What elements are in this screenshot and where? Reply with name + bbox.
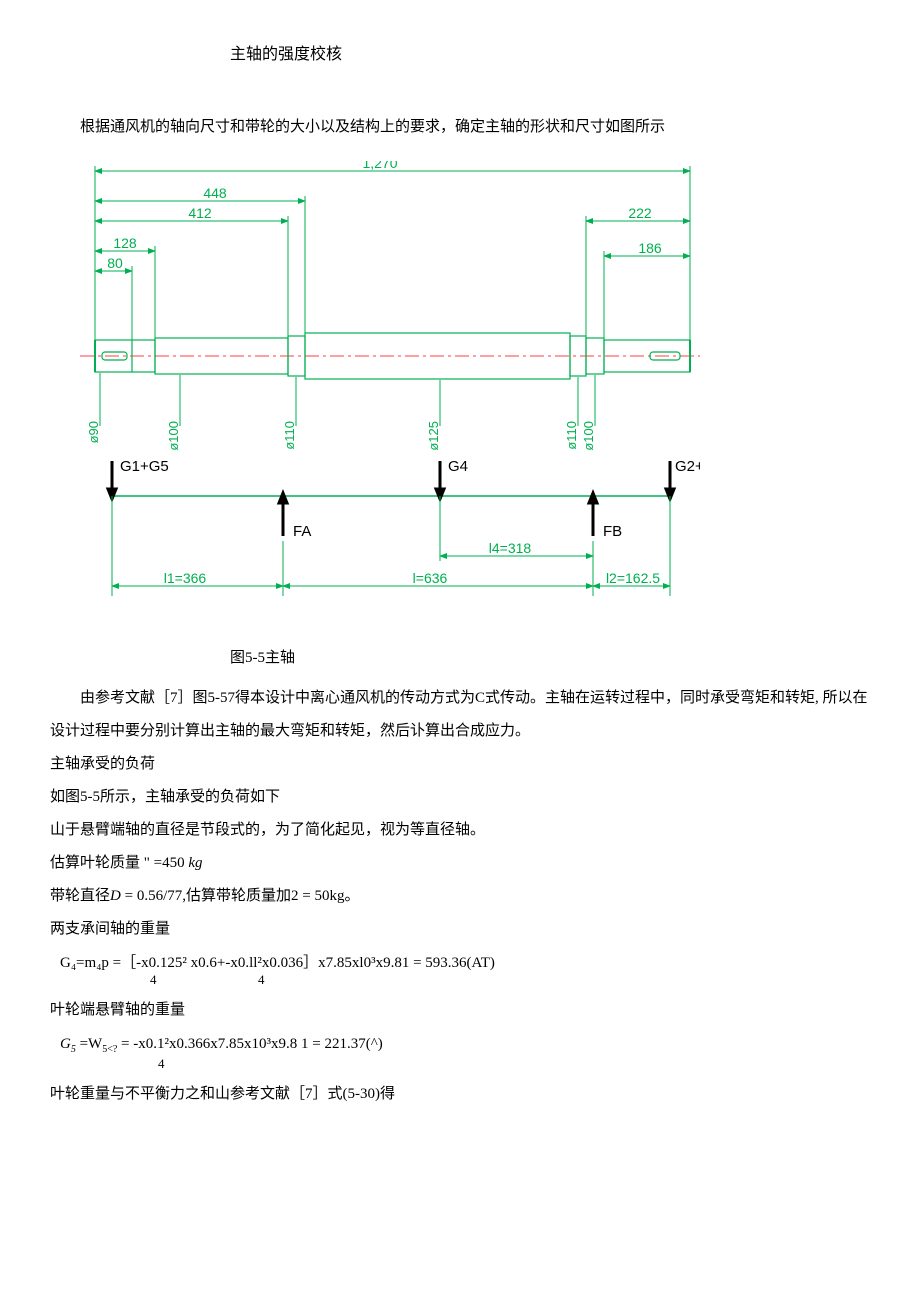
dim-d90: ø90 (86, 421, 101, 443)
dim-l4: l4=318 (489, 540, 532, 556)
shaft-svg: 1,270 448 412 128 80 222 186 (50, 161, 700, 621)
f2d: 5<? (102, 1044, 117, 1055)
body-p5-kg: kg (188, 855, 202, 871)
body-p3: 如图5-5所示，主轴承受的负荷如下 (50, 781, 870, 814)
dim-l: l=636 (413, 570, 448, 586)
body-p4: 山于悬臂端轴的直径是节段式的，为了简化起见，视为等直径轴。 (50, 814, 870, 847)
body-p5: 估算叶轮质量 " =450 kg (50, 847, 870, 880)
dim-1270: 1,270 (362, 161, 397, 171)
body-p2: 主轴承受的负荷 (50, 748, 870, 781)
dim-d110: ø110 (282, 421, 297, 450)
dim-d110b: ø110 (564, 421, 579, 450)
dim-l2: l2=162.5 (606, 570, 660, 586)
force-g1g5: G1+G5 (120, 458, 169, 475)
formula-g5-denom: 4 (158, 1056, 870, 1072)
body-p9: 叶轮重量与不平衡力之和山参考文献［7］式(5-30)得 (50, 1078, 870, 1111)
frac1b: 4 (258, 972, 265, 987)
f2a: G (60, 1036, 71, 1052)
f2c: =W (76, 1036, 102, 1052)
figure-caption: 图5-5主轴 (230, 646, 870, 667)
dim-d100b: ø100 (581, 421, 596, 451)
body-p8: 叶轮端悬臂轴的重量 (50, 994, 870, 1027)
body-p6-D: D (110, 888, 121, 904)
dim-186: 186 (638, 240, 662, 256)
dim-d125: ø125 (426, 421, 441, 451)
body-p6: 带轮直径D = 0.56/77,估算带轮质量加2 = 50kg。 (50, 880, 870, 913)
body-p1: 由参考文献［7］图5-57得本设计中离心通风机的传动方式为C式传动。主轴在运转过… (50, 682, 870, 748)
dim-448: 448 (203, 185, 227, 201)
dim-412: 412 (188, 205, 212, 221)
dim-l1: l1=366 (164, 570, 207, 586)
dim-d100: ø100 (166, 421, 181, 451)
formula-g4: G₄=m₄p =［-x0.125² x0.6+-x0.ll²x0.036］x7.… (60, 954, 870, 972)
frac1a: 4 (150, 972, 157, 987)
shaft-diagram: 1,270 448 412 128 80 222 186 (50, 161, 700, 626)
dim-222: 222 (628, 205, 652, 221)
f2e: = -x0.1²x0.366x7.85x10³x9.8 1 = 221.37(^… (117, 1036, 382, 1052)
formula-g5: G5 =W5<? = -x0.1²x0.366x7.85x10³x9.8 1 =… (60, 1035, 870, 1056)
force-g2g6: G2+G6 (675, 458, 700, 475)
body-p6a: 带轮直径 (50, 888, 110, 904)
formula-g4-denoms: 4 4 (150, 972, 870, 988)
body-p5a: 估算叶轮质量 " =450 (50, 855, 188, 871)
body-p7: 两支承间轴的重量 (50, 913, 870, 946)
page-title: 主轴的强度校核 (230, 40, 870, 64)
dim-128: 128 (113, 235, 137, 251)
dim-80: 80 (107, 255, 123, 271)
body-p6c: = 0.56/77,估算带轮质量加2 = 50kg。 (121, 888, 360, 904)
force-g4: G4 (448, 458, 468, 475)
force-fb: FB (603, 523, 622, 540)
force-fa: FA (293, 523, 311, 540)
intro-text: 根据通风机的轴向尺寸和带轮的大小以及结构上的要求，确定主轴的形状和尺寸如图所示 (50, 114, 870, 141)
